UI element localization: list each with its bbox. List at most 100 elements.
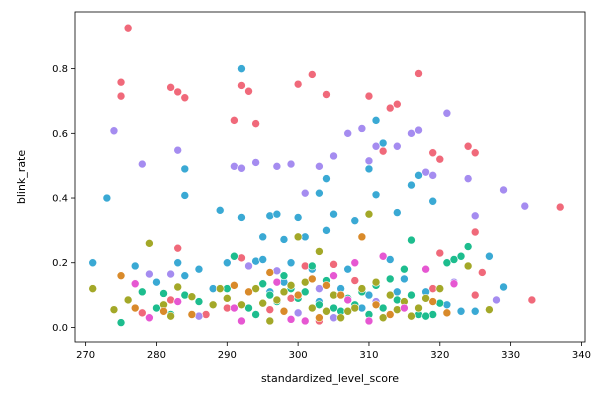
data-point [442,300,452,310]
data-point [272,295,282,305]
data-point [244,287,253,297]
data-point [194,297,204,306]
data-point [350,216,360,225]
data-point [343,306,353,316]
data-point [400,264,409,274]
data-point [307,303,317,313]
data-point [123,23,133,33]
data-point [371,190,381,200]
data-point [116,318,126,327]
x-tick-label: 320 [430,350,449,361]
data-point [166,269,175,279]
data-point [485,305,494,314]
data-point [414,125,423,135]
data-point [449,255,459,264]
data-point [279,306,289,316]
x-axis-label: standardized_level_score [261,372,399,385]
data-point [102,193,112,203]
data-point [456,306,466,316]
data-point [357,284,367,293]
data-point [407,235,416,245]
data-point [130,279,140,289]
data-point [329,209,338,219]
data-point [492,295,501,305]
data-point [421,167,430,177]
data-point [378,138,388,148]
data-point [173,87,183,97]
data-point [258,255,268,264]
data-point [499,282,508,292]
data-point [137,159,147,169]
data-point [215,206,225,215]
data-point [322,226,331,235]
data-point [272,209,282,219]
data-point [329,260,338,269]
data-point [463,242,473,251]
data-point [470,290,480,300]
data-point [251,256,260,266]
data-point [116,271,126,280]
data-point [166,311,175,321]
data-point [307,70,317,79]
data-point [116,91,126,101]
data-point [279,235,289,244]
data-point [272,162,282,171]
data-point [364,91,374,101]
data-point [392,208,402,217]
data-point [428,310,438,319]
data-point [343,264,353,274]
data-point [300,188,310,198]
data-point [322,90,331,99]
data-point [392,305,402,314]
data-point [265,316,275,326]
data-point [145,239,154,248]
data-point [343,129,353,138]
data-point [364,316,374,326]
data-point [421,264,430,274]
data-point [364,164,374,174]
data-point [152,303,161,313]
data-point [385,255,395,264]
data-point [265,268,275,277]
y-axis: 0.0 0.2 0.4 0.6 0.8 [52,64,75,334]
data-point [392,287,402,297]
data-point [293,79,303,89]
data-point [251,284,260,293]
data-point [265,290,275,300]
data-point [400,303,409,313]
data-point [152,277,161,287]
x-tick-label: 270 [76,350,95,361]
data-point [378,313,388,323]
data-point [159,289,168,298]
data-point [428,171,438,180]
data-point [272,266,282,276]
data-point [286,258,296,268]
data-point [329,303,338,313]
data-point [244,86,253,96]
data-point [435,284,445,293]
data-point [173,145,183,155]
data-point [371,277,381,287]
data-point [137,287,147,297]
data-point [470,148,480,158]
data-point [230,281,239,290]
data-point [215,284,225,293]
data-point [336,313,345,323]
data-point [137,308,147,318]
data-point [230,303,239,313]
data-point [364,209,374,219]
data-point [385,310,395,319]
data-point [364,290,374,300]
data-point [145,269,154,279]
data-point [180,93,190,103]
data-point [286,281,296,290]
data-point [173,258,183,268]
y-tick-label: 0.6 [52,129,68,140]
data-point [499,185,508,195]
data-point [222,258,232,268]
data-point [180,191,190,200]
data-point [173,243,183,253]
data-point [109,305,119,314]
data-point [350,258,360,268]
data-point [555,202,565,212]
